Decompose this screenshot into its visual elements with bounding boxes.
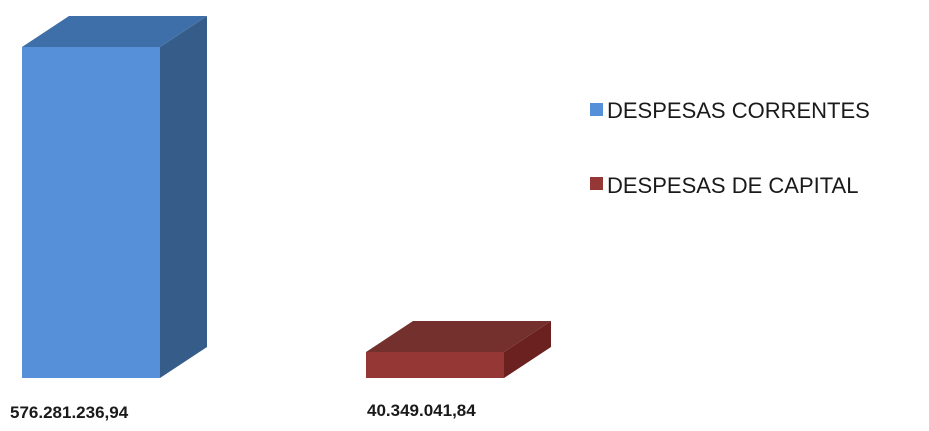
bar-side-face xyxy=(160,16,207,378)
bar-front-face xyxy=(366,352,504,378)
legend-swatch-correntes xyxy=(590,103,603,116)
legend-item-capital: DESPESAS DE CAPITAL xyxy=(590,173,858,198)
bars-layer xyxy=(22,16,551,378)
bar-front-face xyxy=(22,47,160,378)
legend-item-correntes: DESPESAS CORRENTES xyxy=(590,98,870,123)
bar-top-face xyxy=(22,16,207,47)
category-label: 576.281.236,94 xyxy=(10,403,129,422)
legend-label-capital: DESPESAS DE CAPITAL xyxy=(607,173,858,198)
legend: DESPESAS CORRENTES DESPESAS DE CAPITAL xyxy=(590,98,870,198)
legend-label-correntes: DESPESAS CORRENTES xyxy=(607,98,870,123)
bar-capital xyxy=(366,321,551,378)
bar-top-face xyxy=(366,321,551,352)
category-label: 40.349.041,84 xyxy=(367,401,476,420)
bar-side-face xyxy=(504,321,551,378)
data-labels-layer: 576.281.236,94 40.349.041,84 xyxy=(10,401,476,422)
bar-correntes xyxy=(22,16,207,378)
legend-swatch-capital xyxy=(590,177,603,190)
